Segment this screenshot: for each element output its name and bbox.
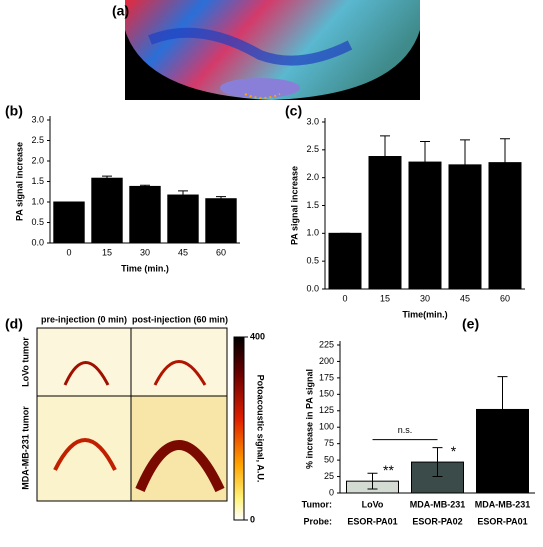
x-tick-label: 30 bbox=[420, 293, 430, 303]
error-bar bbox=[500, 138, 510, 163]
y-tick-label: 150 bbox=[319, 389, 334, 399]
x-tick-label: 45 bbox=[178, 247, 188, 257]
bar bbox=[368, 156, 402, 290]
x-tick-label: 15 bbox=[380, 293, 390, 303]
y-axis-title: % increase in PA signal bbox=[304, 369, 314, 469]
y-tick-label: 125 bbox=[319, 405, 334, 415]
y-tick-label: 200 bbox=[319, 356, 334, 366]
error-bar bbox=[420, 140, 430, 163]
bar bbox=[448, 164, 482, 290]
bar bbox=[408, 161, 442, 290]
x-tick-label: 15 bbox=[102, 247, 112, 257]
x-tick-label: LoVo bbox=[362, 499, 384, 509]
bar bbox=[53, 201, 85, 244]
panel-label: (c) bbox=[285, 103, 302, 119]
x-axis-title: Time (min.) bbox=[121, 263, 169, 273]
x-tick-label: ESOR-PA02 bbox=[412, 516, 462, 526]
error-bar bbox=[140, 184, 150, 187]
row-title: MDA-MB-231 tumor bbox=[20, 406, 30, 490]
y-tick-label: 75 bbox=[324, 438, 334, 448]
colorbar-title: Potoacoustic signal, A.U. bbox=[256, 375, 266, 483]
x-tick-label: 60 bbox=[500, 293, 510, 303]
error-bar bbox=[460, 139, 470, 165]
panel-label: (d) bbox=[5, 316, 23, 332]
bar bbox=[129, 185, 161, 244]
y-tick-label: 1.0 bbox=[31, 196, 44, 206]
panel-label: (a) bbox=[112, 3, 129, 19]
bar bbox=[488, 162, 522, 290]
colorbar-tick-label: 400 bbox=[250, 331, 265, 341]
x-tick-label: ESOR-PA01 bbox=[477, 516, 527, 526]
y-tick-label: 100 bbox=[319, 422, 334, 432]
x-tick-label: MDA-MB-231 bbox=[475, 499, 531, 509]
y-tick-label: 2.5 bbox=[31, 135, 44, 145]
bracket-label: n.s. bbox=[398, 425, 413, 435]
error-bar bbox=[178, 190, 188, 196]
x-tick-label: 0 bbox=[66, 247, 71, 257]
error-bar bbox=[367, 472, 378, 490]
photo-a bbox=[125, 0, 420, 100]
x-row-name: Tumor: bbox=[302, 499, 332, 509]
significance: ** bbox=[383, 462, 394, 478]
x-tick-label: 30 bbox=[140, 247, 150, 257]
y-tick-label: 3.0 bbox=[31, 114, 44, 124]
y-tick-label: 2.0 bbox=[306, 172, 319, 182]
row-title: LoVo tumor bbox=[20, 337, 30, 387]
images-d bbox=[36, 327, 228, 502]
y-tick-label: 25 bbox=[324, 471, 334, 481]
y-tick-label: 50 bbox=[324, 454, 334, 464]
y-tick-label: 2.5 bbox=[306, 144, 319, 154]
y-tick-label: 0.5 bbox=[31, 217, 44, 227]
x-row-name: Probe: bbox=[303, 516, 332, 526]
bar bbox=[205, 198, 237, 244]
y-tick-label: 0 bbox=[329, 487, 334, 497]
y-tick-label: 0.5 bbox=[306, 256, 319, 266]
colorbar-tick-label: 0 bbox=[250, 514, 255, 524]
bar bbox=[91, 177, 123, 244]
y-tick-label: 1.5 bbox=[306, 200, 319, 210]
colorbar bbox=[233, 336, 245, 521]
x-axis-title: Time(min.) bbox=[402, 309, 447, 319]
bar bbox=[167, 194, 199, 244]
error-bar bbox=[216, 196, 226, 199]
y-tick-label: 1.5 bbox=[31, 176, 44, 186]
y-axis-title: PA signal increase bbox=[289, 166, 299, 245]
y-tick-label: 1.0 bbox=[306, 228, 319, 238]
y-tick-label: 2.0 bbox=[31, 155, 44, 165]
column-title: post-injection (60 min) bbox=[132, 314, 228, 324]
error-bar bbox=[432, 447, 443, 478]
x-tick-label: MDA-MB-231 bbox=[410, 499, 466, 509]
panel-label: (e) bbox=[462, 316, 479, 332]
error-bar bbox=[102, 175, 112, 179]
panel-label: (b) bbox=[5, 103, 23, 119]
y-tick-label: 0.0 bbox=[31, 237, 44, 247]
x-tick-label: 45 bbox=[460, 293, 470, 303]
error-bar bbox=[497, 376, 508, 443]
x-tick-label: 60 bbox=[216, 247, 226, 257]
significance: * bbox=[451, 443, 457, 459]
y-tick-label: 225 bbox=[319, 339, 334, 349]
column-title: pre-injection (0 min) bbox=[41, 314, 127, 324]
y-tick-label: 175 bbox=[319, 372, 334, 382]
x-tick-label: 0 bbox=[342, 293, 347, 303]
y-axis-title: PA signal increase bbox=[14, 142, 24, 221]
y-tick-label: 3.0 bbox=[306, 116, 319, 126]
bar bbox=[328, 232, 362, 290]
x-tick-label: ESOR-PA01 bbox=[347, 516, 397, 526]
y-tick-label: 0.0 bbox=[306, 283, 319, 293]
error-bar bbox=[380, 135, 390, 157]
